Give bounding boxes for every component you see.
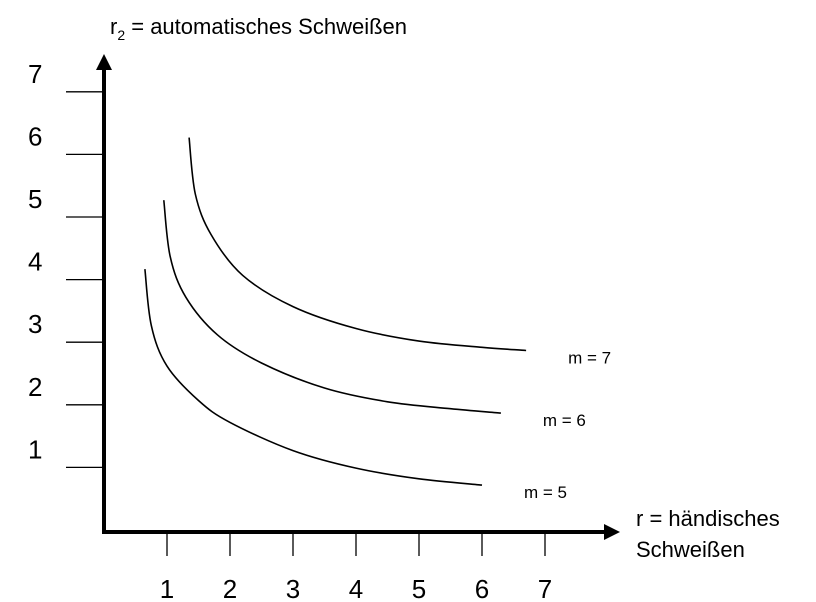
- curves-layer: m = 5 m = 6 m = 7: [144, 137, 611, 502]
- y-tick-label-4: 4: [28, 247, 42, 277]
- x-tick-label-3: 3: [286, 574, 300, 602]
- y-tick-label-6: 6: [28, 121, 42, 151]
- x-axis-title-line1: r = händisches: [636, 506, 780, 531]
- x-axis-title-line2: Schweißen: [636, 537, 745, 562]
- y-tick-label-7: 7: [28, 59, 42, 89]
- y-tick-label-2: 2: [28, 372, 42, 402]
- ticks-layer: 1 2 3 4 5 6 7 1 2 3 4 5 6 7: [28, 59, 552, 602]
- curve-label-m6: m = 6: [543, 411, 586, 430]
- curve-m5: [144, 269, 483, 486]
- y-axis-title-base: r: [110, 14, 117, 39]
- y-axis-title-rest: = automatisches Schweißen: [125, 14, 407, 39]
- curve-m6: [163, 200, 501, 414]
- x-tick-label-7: 7: [538, 574, 552, 602]
- x-tick-label-6: 6: [475, 574, 489, 602]
- y-axis-arrowhead: [96, 54, 112, 70]
- x-axis-arrowhead: [604, 524, 620, 540]
- curve-m7: [188, 137, 527, 352]
- y-axis-title: r2 = automatisches Schweißen: [110, 14, 407, 43]
- x-tick-label-4: 4: [349, 574, 363, 602]
- curve-label-m5: m = 5: [524, 483, 567, 502]
- x-tick-label-5: 5: [412, 574, 426, 602]
- y-tick-label-1: 1: [28, 434, 42, 464]
- y-tick-label-3: 3: [28, 309, 42, 339]
- y-axis-title-subscript: 2: [117, 27, 125, 43]
- curve-label-m7: m = 7: [568, 348, 611, 367]
- x-tick-label-1: 1: [160, 574, 174, 602]
- x-tick-label-2: 2: [223, 574, 237, 602]
- y-tick-label-5: 5: [28, 184, 42, 214]
